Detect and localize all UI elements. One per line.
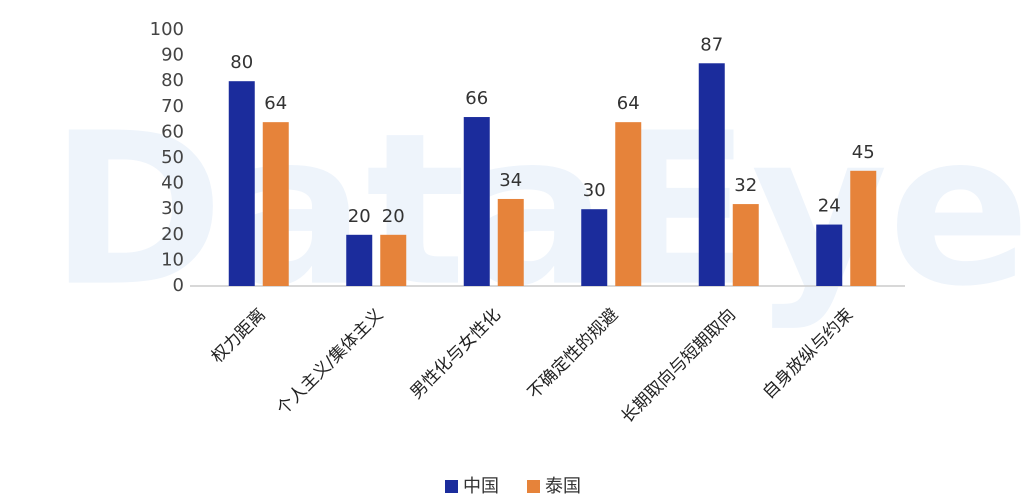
bar <box>380 234 407 286</box>
legend-label: 中国 <box>463 476 499 497</box>
bar <box>228 81 255 286</box>
y-tick-label: 90 <box>161 45 184 66</box>
y-tick-label: 10 <box>161 249 184 270</box>
value-label: 24 <box>818 196 841 217</box>
y-tick-label: 70 <box>161 96 184 117</box>
value-label: 20 <box>382 206 405 227</box>
bar <box>732 204 759 286</box>
value-label: 34 <box>499 170 522 191</box>
bar <box>698 63 725 286</box>
bar <box>615 122 642 286</box>
y-tick-label: 40 <box>161 173 184 194</box>
watermark: DataEye <box>50 88 1024 333</box>
y-tick-label: 80 <box>161 70 184 91</box>
value-label: 64 <box>264 93 287 114</box>
y-tick-label: 60 <box>161 121 184 142</box>
bar <box>346 234 373 286</box>
legend-swatch <box>445 480 458 493</box>
bar <box>581 209 608 286</box>
bar <box>497 198 524 286</box>
value-label: 20 <box>348 206 371 227</box>
bar <box>816 224 843 286</box>
bar <box>463 117 490 286</box>
value-label: 45 <box>852 142 875 163</box>
value-label: 30 <box>583 180 606 201</box>
y-tick-label: 100 <box>150 19 184 40</box>
y-tick-label: 20 <box>161 224 184 245</box>
legend-swatch <box>527 480 540 493</box>
y-tick-label: 50 <box>161 147 184 168</box>
value-label: 87 <box>700 34 723 55</box>
legend-label: 泰国 <box>545 476 581 497</box>
y-tick-label: 30 <box>161 198 184 219</box>
value-label: 64 <box>617 93 640 114</box>
value-label: 80 <box>230 52 253 73</box>
bar <box>850 170 877 286</box>
value-label: 32 <box>734 175 757 196</box>
bar <box>262 122 289 286</box>
y-tick-label: 0 <box>173 275 184 296</box>
value-label: 66 <box>465 88 488 109</box>
